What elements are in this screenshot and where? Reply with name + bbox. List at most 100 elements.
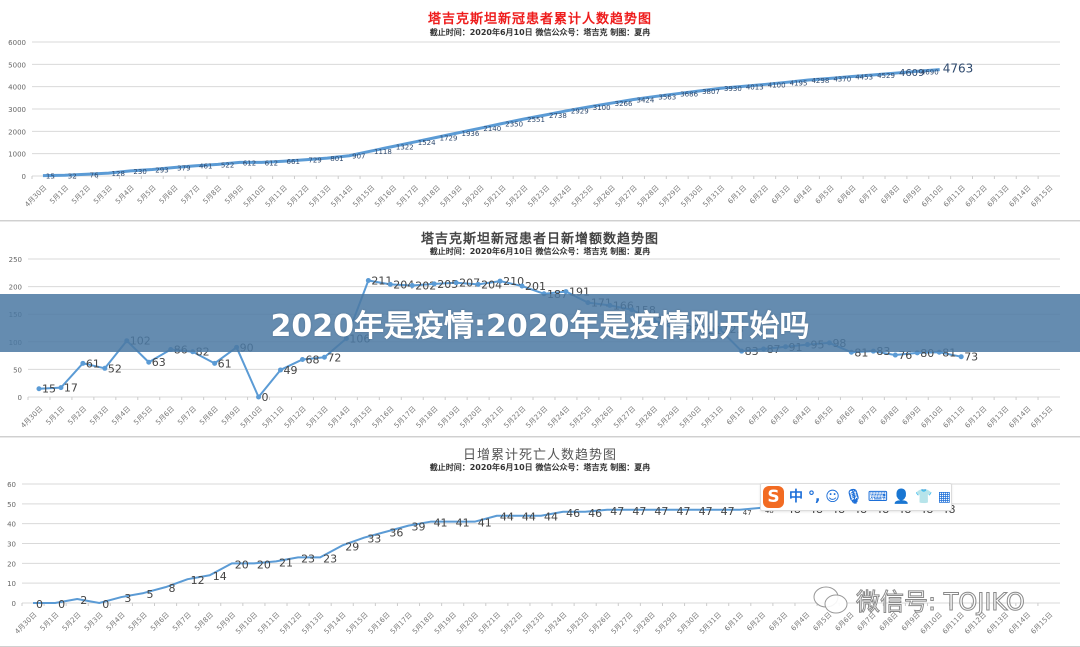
- svg-text:6月13日: 6月13日: [986, 184, 1011, 209]
- svg-text:6月1日: 6月1日: [725, 405, 747, 427]
- svg-text:5月20日: 5月20日: [455, 611, 480, 636]
- svg-text:3563: 3563: [658, 93, 676, 101]
- svg-text:0: 0: [58, 598, 65, 611]
- svg-text:5月27日: 5月27日: [610, 611, 635, 636]
- svg-text:4月30日: 4月30日: [23, 184, 48, 209]
- svg-text:49: 49: [284, 364, 298, 377]
- user-icon[interactable]: 👤: [892, 489, 911, 505]
- svg-text:6月6日: 6月6日: [835, 405, 857, 427]
- svg-text:5月18日: 5月18日: [415, 405, 440, 430]
- svg-text:12: 12: [191, 574, 205, 587]
- svg-text:1000: 1000: [8, 151, 26, 159]
- svg-text:5月28日: 5月28日: [636, 184, 661, 209]
- svg-text:0: 0: [102, 598, 109, 611]
- svg-text:76: 76: [898, 349, 912, 362]
- svg-text:17: 17: [64, 382, 78, 395]
- svg-text:612: 612: [243, 159, 256, 167]
- svg-text:907: 907: [352, 153, 365, 161]
- svg-text:4100: 4100: [768, 81, 786, 89]
- svg-text:4195: 4195: [790, 79, 808, 87]
- svg-text:5月21日: 5月21日: [483, 184, 508, 209]
- chart-title: 塔吉克斯坦新冠患者累计人数趋势图: [427, 12, 652, 27]
- svg-text:5月20日: 5月20日: [461, 184, 486, 209]
- svg-text:47: 47: [721, 505, 735, 518]
- svg-text:5月11日: 5月11日: [256, 611, 281, 636]
- ime-toolbar[interactable]: S 中 °, ☺ 🎙 ⌨ 👤 👕 ▦: [760, 483, 952, 511]
- svg-text:5月21日: 5月21日: [480, 405, 505, 430]
- svg-text:5月15日: 5月15日: [345, 611, 370, 636]
- svg-text:6000: 6000: [8, 39, 26, 47]
- svg-text:5月20日: 5月20日: [459, 405, 484, 430]
- svg-text:5月23日: 5月23日: [524, 405, 549, 430]
- svg-text:5月31日: 5月31日: [700, 405, 725, 430]
- svg-text:6月5日: 6月5日: [813, 405, 835, 427]
- svg-text:6月3日: 6月3日: [769, 405, 791, 427]
- svg-text:4763: 4763: [943, 62, 974, 76]
- punctuation-icon[interactable]: °,: [807, 489, 821, 505]
- svg-text:44: 44: [522, 511, 536, 524]
- svg-text:5月5日: 5月5日: [132, 405, 154, 427]
- svg-text:6月15日: 6月15日: [1029, 405, 1054, 430]
- svg-text:6月14日: 6月14日: [1007, 405, 1032, 430]
- svg-text:32: 32: [68, 172, 77, 180]
- svg-text:522: 522: [221, 161, 234, 169]
- svg-text:5月26日: 5月26日: [592, 184, 617, 209]
- svg-text:6月14日: 6月14日: [1008, 184, 1033, 209]
- microphone-icon[interactable]: 🎙: [844, 489, 863, 505]
- svg-text:5: 5: [146, 588, 153, 601]
- svg-text:6月7日: 6月7日: [858, 184, 880, 206]
- svg-text:5月6日: 5月6日: [154, 405, 176, 427]
- svg-text:5月29日: 5月29日: [654, 611, 679, 636]
- svg-text:5月12日: 5月12日: [278, 611, 303, 636]
- emoji-icon[interactable]: ☺: [825, 489, 840, 505]
- svg-text:0: 0: [18, 394, 22, 402]
- svg-text:5月2日: 5月2日: [66, 405, 88, 427]
- svg-text:2: 2: [80, 594, 87, 607]
- svg-text:36: 36: [389, 527, 403, 540]
- chinese-mode-icon[interactable]: 中: [788, 489, 803, 505]
- svg-text:6月11日: 6月11日: [942, 184, 967, 209]
- svg-text:6月7日: 6月7日: [857, 405, 879, 427]
- svg-text:1322: 1322: [396, 143, 414, 151]
- svg-text:5月5日: 5月5日: [136, 184, 158, 206]
- svg-text:2000: 2000: [8, 128, 26, 136]
- svg-text:47: 47: [743, 509, 752, 517]
- svg-text:5月15日: 5月15日: [349, 405, 374, 430]
- svg-text:5月10日: 5月10日: [242, 184, 267, 209]
- keyboard-icon[interactable]: ⌨: [867, 489, 888, 505]
- svg-text:3000: 3000: [8, 106, 26, 114]
- svg-text:5月25日: 5月25日: [570, 184, 595, 209]
- svg-text:41: 41: [478, 517, 492, 530]
- svg-text:6月8日: 6月8日: [880, 184, 902, 206]
- svg-text:5月4日: 5月4日: [105, 611, 127, 633]
- svg-text:6月8日: 6月8日: [879, 405, 901, 427]
- svg-text:204: 204: [393, 278, 414, 291]
- svg-text:2140: 2140: [483, 125, 501, 133]
- sogou-logo-icon[interactable]: S: [763, 486, 784, 508]
- svg-text:6月4日: 6月4日: [791, 405, 813, 427]
- svg-text:39: 39: [411, 521, 425, 534]
- svg-text:50: 50: [7, 501, 16, 509]
- svg-text:230: 230: [133, 168, 146, 176]
- svg-text:2929: 2929: [571, 108, 589, 116]
- svg-text:10: 10: [7, 580, 16, 588]
- svg-text:5月12日: 5月12日: [286, 184, 311, 209]
- svg-text:5月19日: 5月19日: [439, 184, 464, 209]
- svg-text:0: 0: [12, 600, 16, 608]
- svg-text:68: 68: [305, 353, 319, 366]
- svg-text:5月24日: 5月24日: [543, 611, 568, 636]
- svg-text:5月1日: 5月1日: [48, 184, 70, 206]
- svg-text:5月26日: 5月26日: [588, 611, 613, 636]
- svg-text:6月11日: 6月11日: [942, 405, 967, 430]
- svg-text:41: 41: [456, 517, 470, 530]
- svg-text:729: 729: [308, 157, 321, 165]
- svg-text:200: 200: [9, 284, 22, 292]
- svg-text:5月26日: 5月26日: [590, 405, 615, 430]
- svg-text:6月4日: 6月4日: [790, 611, 812, 633]
- skin-icon[interactable]: 👕: [915, 489, 933, 505]
- svg-text:5月27日: 5月27日: [614, 184, 639, 209]
- svg-text:2551: 2551: [527, 116, 545, 124]
- svg-text:5月30日: 5月30日: [680, 184, 705, 209]
- apps-grid-icon[interactable]: ▦: [937, 489, 951, 505]
- svg-text:30: 30: [7, 541, 16, 549]
